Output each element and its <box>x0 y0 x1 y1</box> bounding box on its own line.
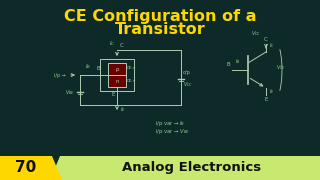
Text: $I_E$: $I_E$ <box>269 87 275 96</box>
Text: i/p →: i/p → <box>54 73 66 78</box>
Bar <box>108 63 126 87</box>
Text: 70: 70 <box>15 161 36 176</box>
Text: $I_B$: $I_B$ <box>85 62 91 71</box>
Text: B: B <box>226 62 230 67</box>
Polygon shape <box>50 156 320 180</box>
Text: CE Configuration of a: CE Configuration of a <box>64 8 256 24</box>
Text: $I_C$: $I_C$ <box>269 42 275 50</box>
Text: n: n <box>115 78 119 84</box>
Text: E: E <box>264 97 268 102</box>
Text: Transistor: Transistor <box>115 21 205 37</box>
Text: $I_E$: $I_E$ <box>120 105 126 114</box>
Text: C: C <box>120 43 124 48</box>
Text: o/p: o/p <box>183 69 191 75</box>
Text: $V_{CC}$: $V_{CC}$ <box>251 29 261 38</box>
Bar <box>100 59 134 91</box>
Text: Analog Electronics: Analog Electronics <box>123 161 261 174</box>
Text: $I_C$: $I_C$ <box>109 39 115 48</box>
Polygon shape <box>0 156 62 180</box>
Text: $I_B$: $I_B$ <box>235 57 241 66</box>
Text: $V_{BE}$: $V_{BE}$ <box>65 88 75 97</box>
Text: C: C <box>264 37 268 42</box>
Text: CE-γ: CE-γ <box>127 79 136 83</box>
Text: E: E <box>111 92 115 97</box>
Text: B: B <box>96 66 100 71</box>
Text: i/p var → $V_{BE}$: i/p var → $V_{BE}$ <box>155 127 190 136</box>
Text: CE-γ: CE-γ <box>127 66 136 70</box>
Text: i/p var → $I_B$: i/p var → $I_B$ <box>155 120 185 129</box>
Text: $V_{CE}$: $V_{CE}$ <box>276 64 286 73</box>
Text: $V_{CC}$: $V_{CC}$ <box>183 80 193 89</box>
Text: p: p <box>115 66 119 71</box>
